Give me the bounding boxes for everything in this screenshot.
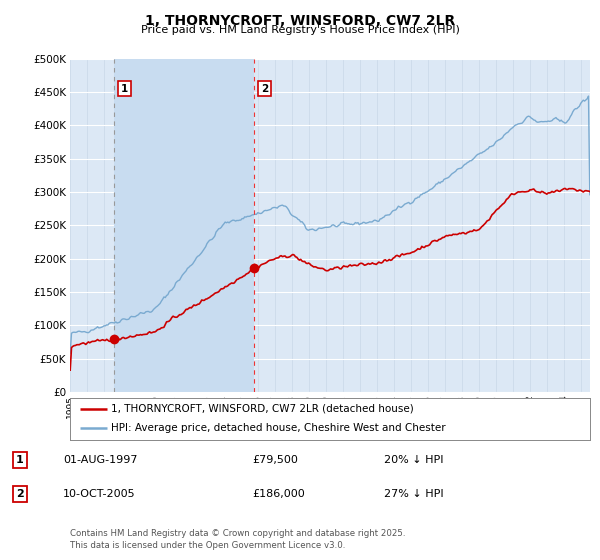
Text: 1, THORNYCROFT, WINSFORD, CW7 2LR: 1, THORNYCROFT, WINSFORD, CW7 2LR [145,14,455,28]
Text: 2: 2 [16,489,23,499]
Text: 10-OCT-2005: 10-OCT-2005 [63,489,136,499]
Text: HPI: Average price, detached house, Cheshire West and Chester: HPI: Average price, detached house, Ches… [111,423,445,433]
Text: 20% ↓ HPI: 20% ↓ HPI [384,455,443,465]
Text: £79,500: £79,500 [252,455,298,465]
Text: 2: 2 [260,84,268,94]
Text: 01-AUG-1997: 01-AUG-1997 [63,455,137,465]
Text: Contains HM Land Registry data © Crown copyright and database right 2025.
This d: Contains HM Land Registry data © Crown c… [70,529,406,550]
Text: 1: 1 [16,455,23,465]
Text: £186,000: £186,000 [252,489,305,499]
Text: 1: 1 [121,84,128,94]
Text: 27% ↓ HPI: 27% ↓ HPI [384,489,443,499]
Text: 1, THORNYCROFT, WINSFORD, CW7 2LR (detached house): 1, THORNYCROFT, WINSFORD, CW7 2LR (detac… [111,404,413,414]
Text: Price paid vs. HM Land Registry's House Price Index (HPI): Price paid vs. HM Land Registry's House … [140,25,460,35]
Bar [114,59,254,392]
